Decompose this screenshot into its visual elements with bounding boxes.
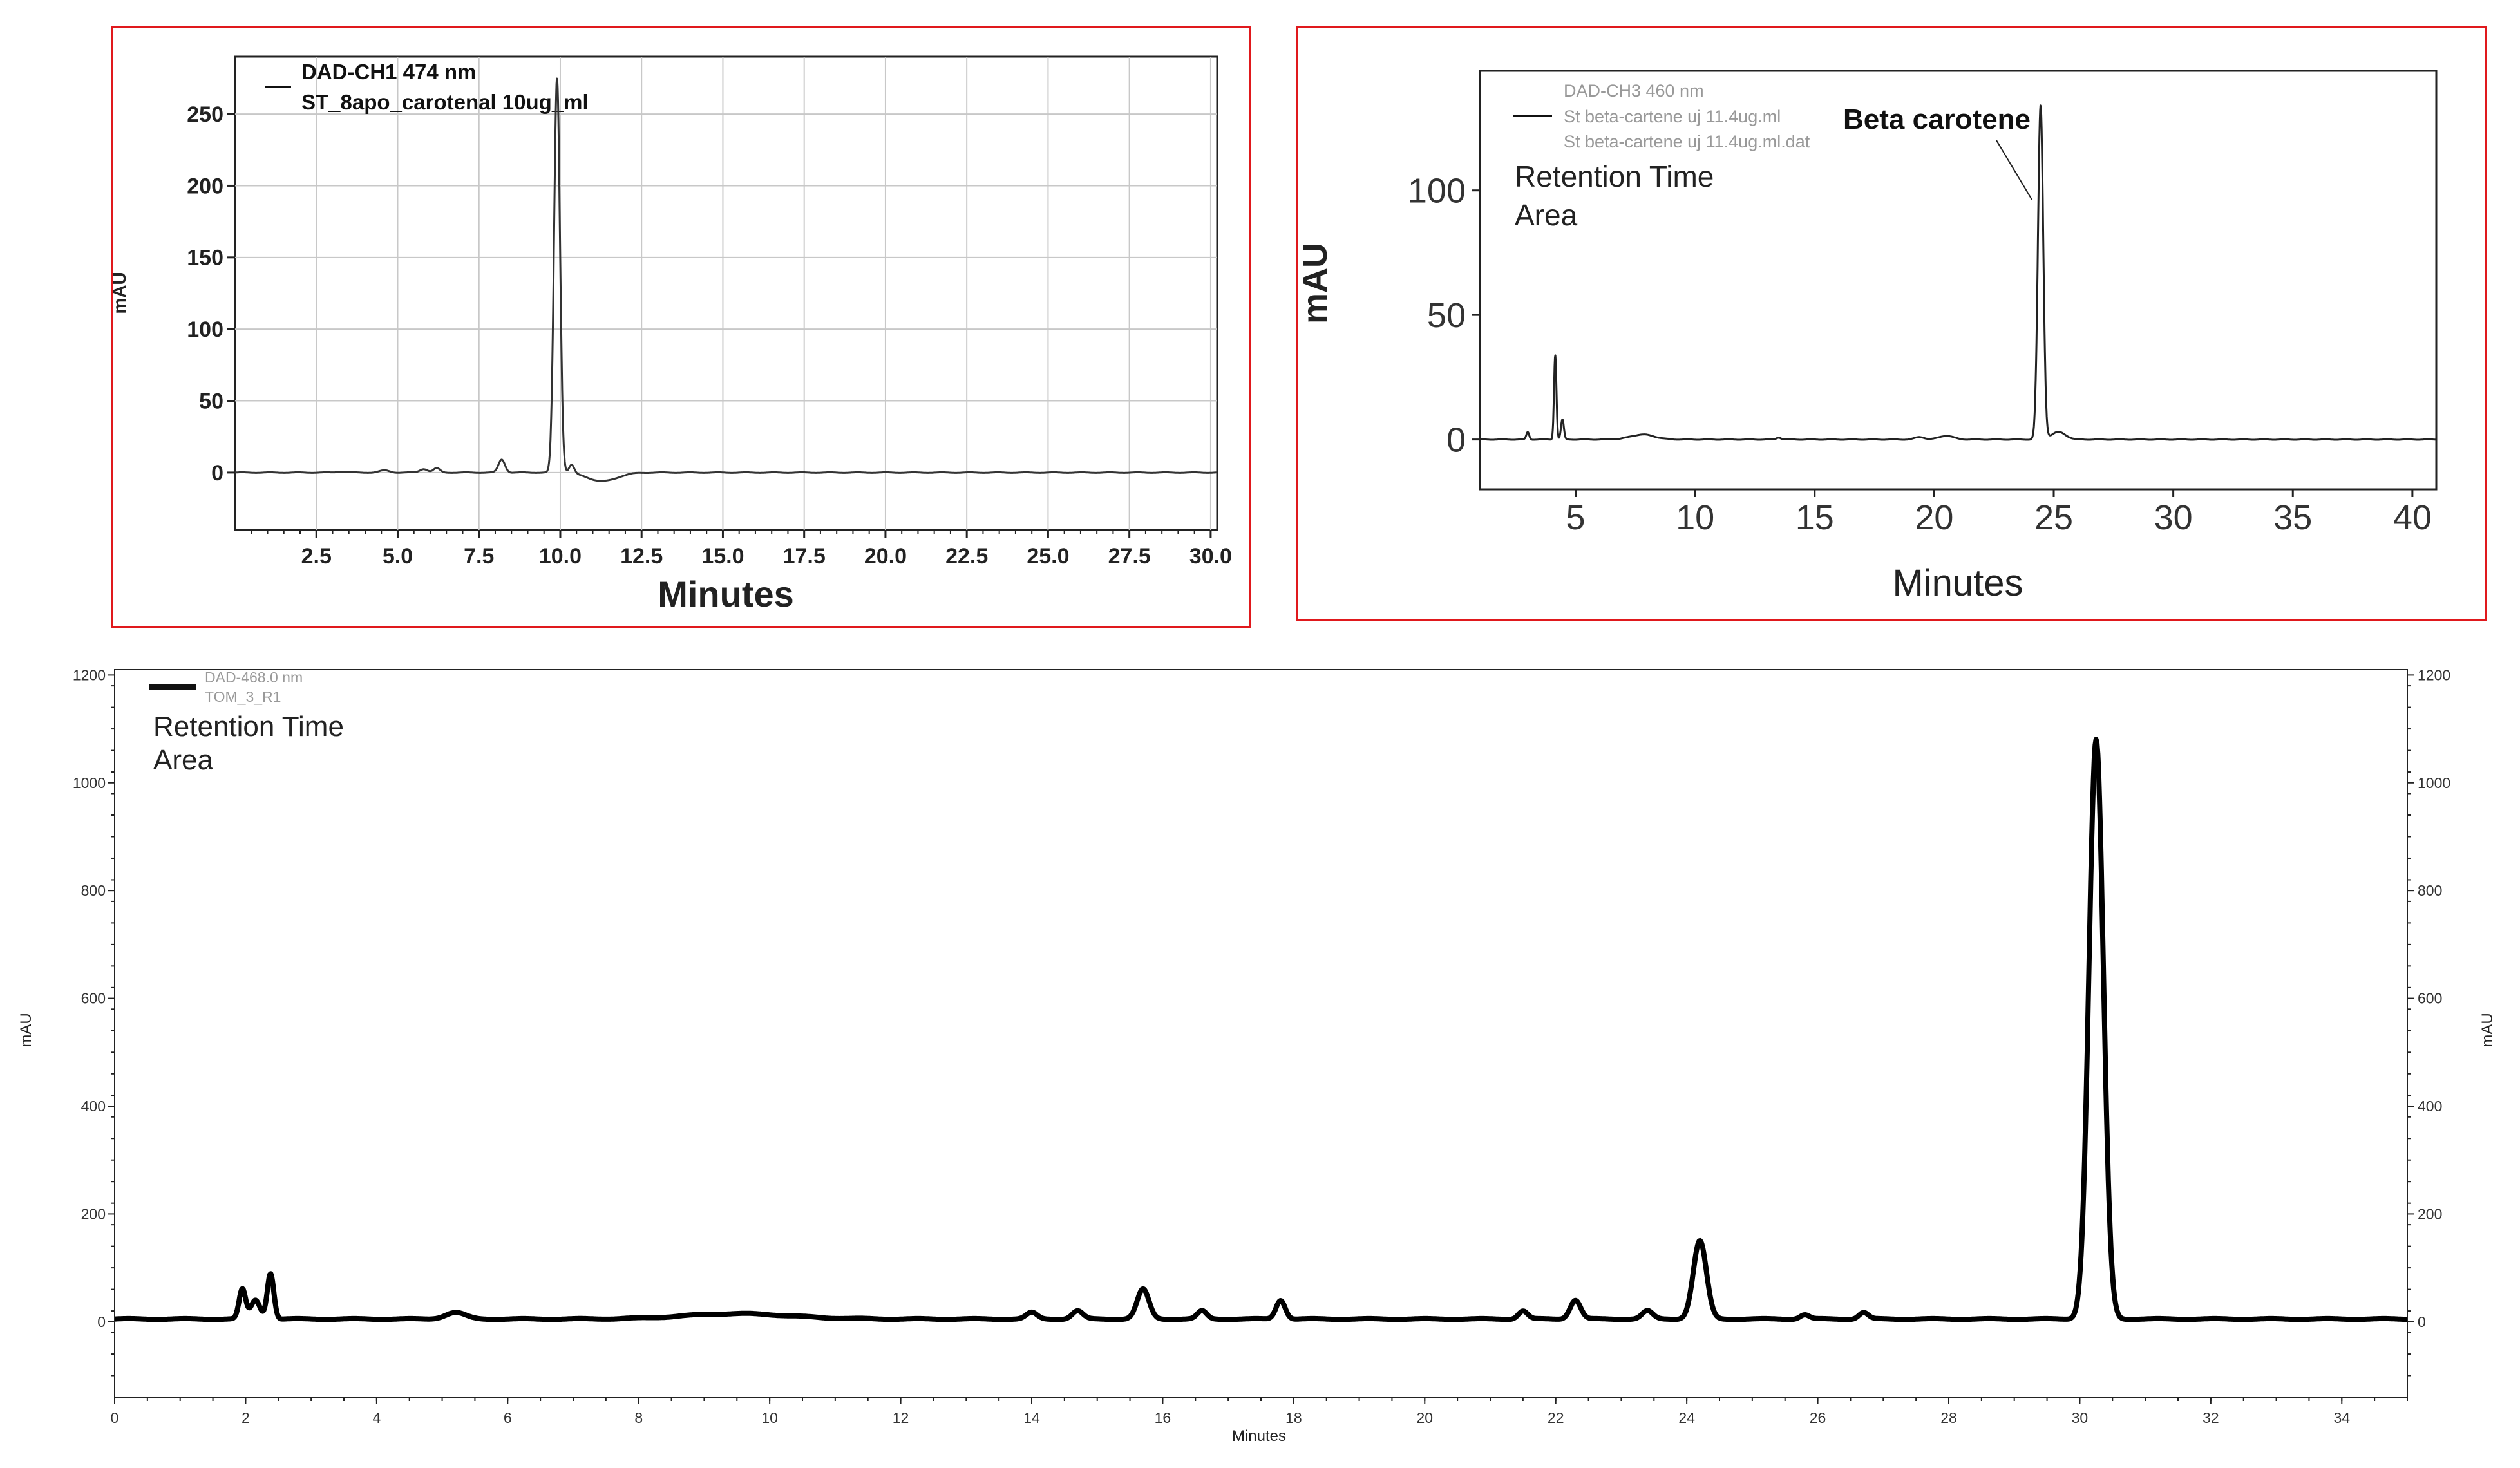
series-line-0 — [1479, 104, 2437, 441]
chart-1: 2.5 5.0 7.5 10.0 12.5 15.0 17.5 20.0 22.5 25.0 27.… — [109, 55, 1232, 614]
x-tick-label: 22 — [1548, 1409, 1564, 1426]
x-tick-label: 28 — [1940, 1409, 1957, 1426]
legend-label: DAD-CH1 474 nm — [301, 60, 476, 84]
peak-label: Beta carotene — [1843, 104, 2031, 135]
x-tick-label: 2 — [242, 1409, 250, 1426]
x-tick-label: 30 — [2072, 1409, 2089, 1426]
x-tick-label: 18 — [1285, 1409, 1302, 1426]
plot-frame — [114, 669, 2408, 1398]
x-tick-label: 4 — [372, 1409, 381, 1426]
peak-label-leader — [1996, 140, 2032, 200]
y-right-tick-label: 200 — [2418, 1205, 2442, 1222]
plot-frame — [234, 55, 1218, 531]
x-axis-label: Minutes — [1232, 1427, 1286, 1445]
y-right-tick-label: 0 — [2418, 1313, 2426, 1330]
y-tick-label: 0 — [97, 1313, 106, 1330]
y-tick-label: 1200 — [73, 666, 106, 683]
legend-label: DAD-468.0 nm — [205, 669, 303, 686]
legend-file: St beta-cartene uj 11.4ug.ml.dat — [1564, 132, 1810, 151]
x-tick-label: 25 — [2034, 498, 2073, 537]
y-axis-label: mAU — [109, 272, 129, 314]
x-tick-label: 15 — [1795, 498, 1834, 537]
x-tick-label: 20.0 — [864, 544, 907, 569]
y-tick-label: 50 — [199, 389, 223, 413]
annotation-line: Retention Time — [1515, 160, 1714, 193]
y-tick-label: 600 — [81, 990, 106, 1007]
annotation-line: Area — [1515, 198, 1578, 232]
y-tick-label: 250 — [187, 102, 223, 127]
x-tick-label: 16 — [1155, 1409, 1171, 1426]
x-tick-label: 26 — [1810, 1409, 1826, 1426]
y-tick-label: 200 — [81, 1205, 106, 1222]
x-tick-label: 14 — [1023, 1409, 1040, 1426]
x-tick-label: 34 — [2333, 1409, 2350, 1426]
legend-name: ST_8apo_carotenal 10ug_ml — [301, 90, 589, 114]
x-tick-label: 12.5 — [620, 544, 663, 569]
y-tick-label: 400 — [81, 1098, 106, 1115]
legend-name: St beta-cartene uj 11.4ug.ml — [1564, 107, 1781, 126]
y-axis-label-right: mAU — [2479, 1013, 2496, 1047]
x-axis-label: Minutes — [1892, 562, 2023, 604]
y-tick-label: 0 — [211, 461, 223, 485]
x-tick-label: 15.0 — [701, 544, 744, 569]
plot-frame — [1479, 70, 2438, 491]
x-tick-label: 5.0 — [383, 544, 413, 569]
x-tick-label: 22.5 — [945, 544, 988, 569]
y-right-tick-label: 1200 — [2418, 666, 2450, 683]
x-tick-label: 7.5 — [464, 544, 494, 569]
y-right-tick-label: 1000 — [2418, 775, 2450, 791]
x-tick-label: 40 — [2393, 498, 2432, 537]
x-tick-label: 20 — [1416, 1409, 1433, 1426]
y-tick-label: 50 — [1427, 296, 1466, 335]
y-tick-label: 150 — [187, 246, 223, 270]
x-tick-label: 30 — [2154, 498, 2193, 537]
y-axis-label: mAU — [17, 1013, 35, 1047]
y-tick-label: 200 — [187, 174, 223, 198]
x-tick-label: 2.5 — [301, 544, 332, 569]
x-tick-label: 8 — [634, 1409, 643, 1426]
y-tick-label: 800 — [81, 882, 106, 899]
legend-name: TOM_3_R1 — [205, 688, 281, 705]
y-right-tick-label: 600 — [2418, 990, 2442, 1007]
y-tick-label: 1000 — [73, 775, 106, 791]
panel-frame-top-right — [1296, 26, 2487, 621]
x-axis-label: Minutes — [658, 574, 794, 614]
annotation-line: Retention Time — [153, 711, 344, 742]
series-line-0 — [113, 737, 2409, 1322]
x-tick-label: 5 — [1566, 498, 1585, 537]
x-tick-label: 6 — [504, 1409, 512, 1426]
series-line-0 — [234, 77, 1218, 482]
annotation-line: Area — [153, 744, 213, 776]
legend-label: DAD-CH3 460 nm — [1564, 81, 1704, 100]
panel-frame-top-left — [111, 26, 1251, 628]
x-tick-label: 30.0 — [1189, 544, 1232, 569]
x-tick-label: 10 — [761, 1409, 778, 1426]
x-tick-label: 35 — [2273, 498, 2312, 537]
x-tick-label: 32 — [2203, 1409, 2219, 1426]
y-right-tick-label: 400 — [2418, 1098, 2442, 1115]
y-tick-label: 0 — [1446, 421, 1466, 460]
x-tick-label: 24 — [1678, 1409, 1695, 1426]
x-tick-label: 20 — [1915, 498, 1953, 537]
y-right-tick-label: 800 — [2418, 882, 2442, 899]
y-tick-label: 100 — [187, 317, 223, 342]
x-tick-label: 10.0 — [539, 544, 582, 569]
x-tick-label: 27.5 — [1108, 544, 1151, 569]
y-axis-label: mAU — [1296, 243, 1334, 324]
chart-2: 5 10 15 20 25 30 35 40 0 50 100 Minutes mAU DAD-CH3 4… — [1296, 70, 2438, 604]
x-tick-label: 12 — [893, 1409, 909, 1426]
x-tick-label: 25.0 — [1027, 544, 1069, 569]
x-tick-label: 17.5 — [783, 544, 826, 569]
x-tick-label: 10 — [1676, 498, 1714, 537]
x-tick-label: 0 — [111, 1409, 119, 1426]
y-tick-label: 100 — [1408, 172, 1466, 211]
